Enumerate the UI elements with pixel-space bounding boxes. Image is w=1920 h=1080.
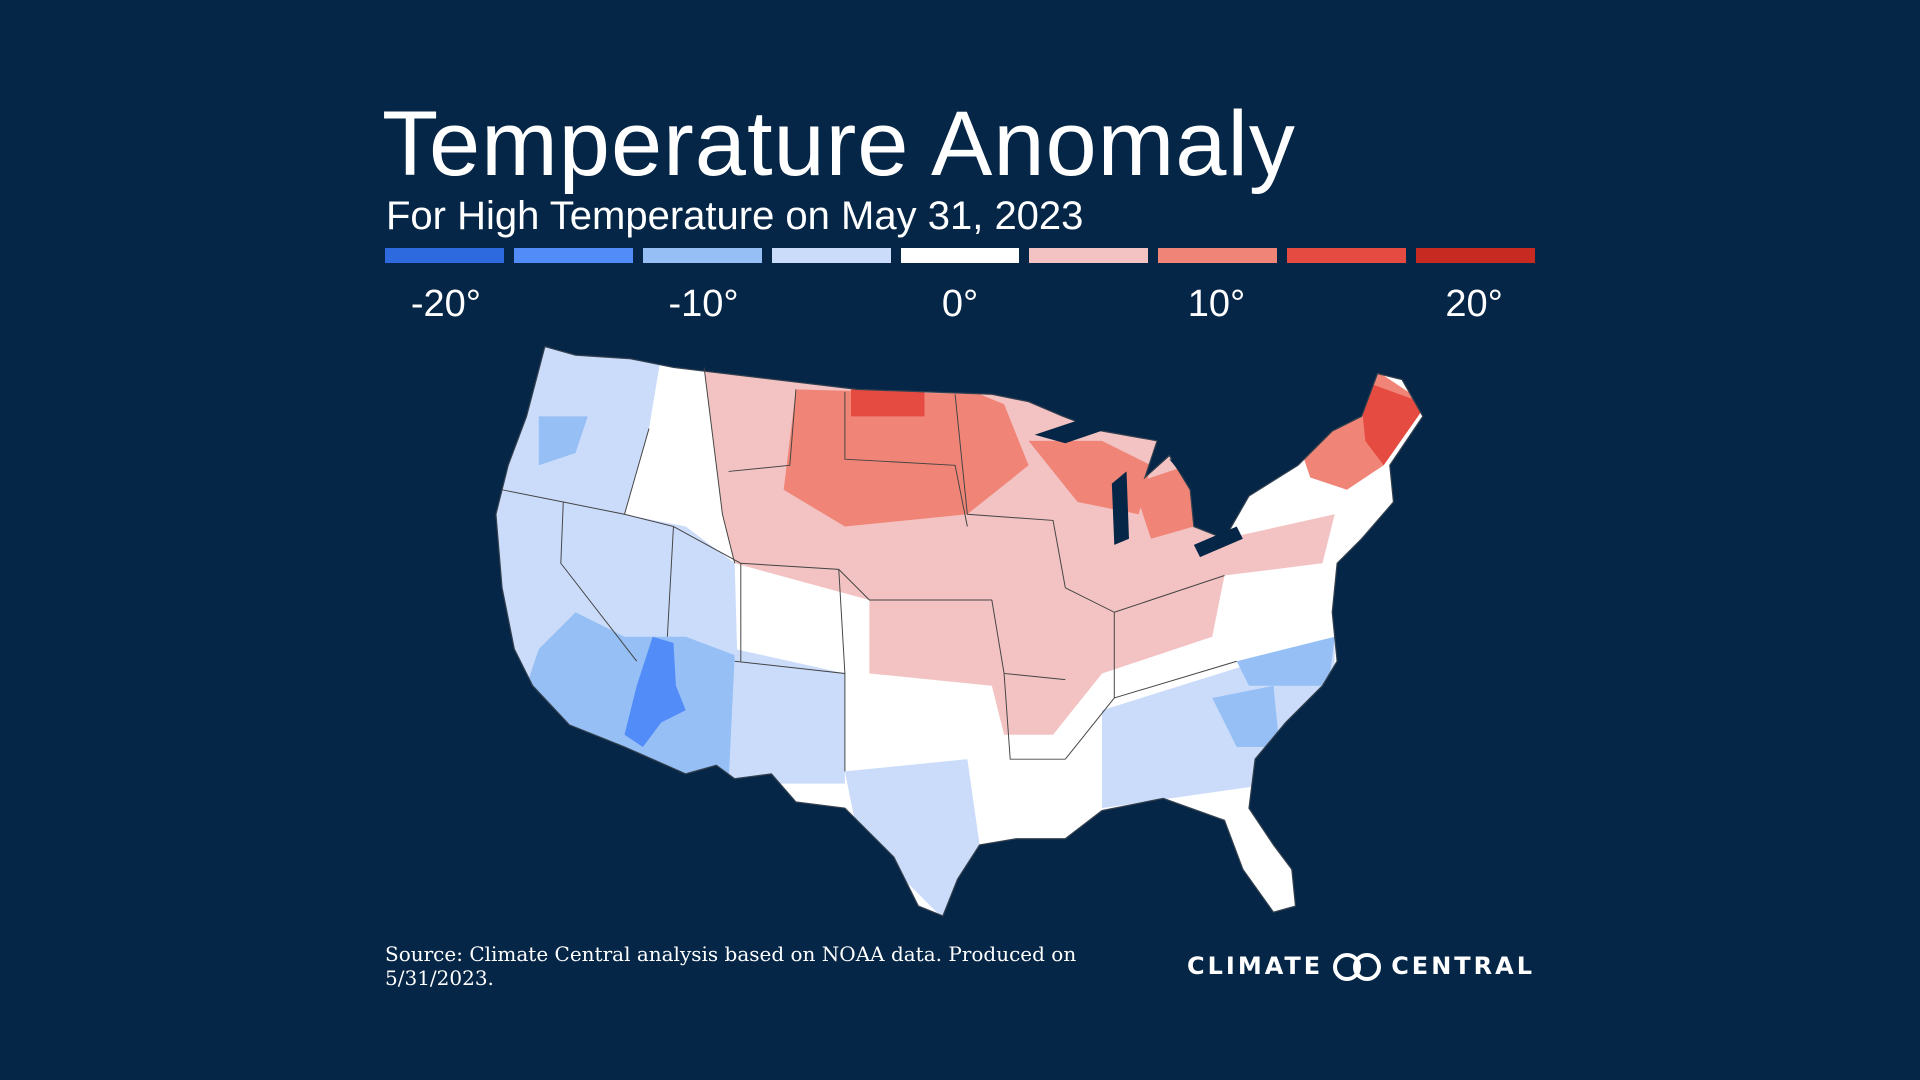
region-north-dakota-hot (851, 389, 925, 417)
region-michigan (1132, 465, 1194, 539)
legend-swatch (1287, 248, 1407, 263)
region-maine (1359, 379, 1423, 466)
region-texas (844, 759, 980, 916)
logo-rings-icon (1333, 953, 1382, 981)
logo-text-left: CLIMATE (1186, 952, 1324, 980)
legend-swatch (385, 248, 504, 263)
region-southwest-blue (526, 612, 735, 784)
region-north-carolina (1236, 636, 1335, 686)
legend-swatch (1029, 248, 1149, 263)
source-note: Source: Climate Central analysis based o… (385, 942, 1077, 990)
logo-text-right: CENTRAL (1391, 952, 1535, 980)
legend-swatch (1158, 248, 1278, 263)
page-title: Temperature Anomaly (382, 93, 1296, 195)
legend-swatch (900, 248, 1020, 263)
footer: Source: Climate Central analysis based o… (385, 942, 1535, 990)
legend-swatch (513, 248, 633, 263)
legend-label: 0° (941, 283, 979, 325)
legend-swatch (1416, 248, 1536, 263)
climate-central-logo: CLIMATE CENTRAL (1186, 952, 1535, 981)
region-new-mexico (734, 648, 845, 784)
legend-label: 10° (1187, 283, 1246, 325)
legend-label: -20° (410, 283, 481, 325)
legend-label: 20° (1445, 283, 1503, 325)
region-arizona-deep-blue (624, 636, 686, 747)
legend-swatch (771, 248, 891, 263)
legend-label: -10° (668, 283, 739, 325)
region-oregon-blue (538, 416, 588, 466)
legend-swatch (642, 248, 762, 263)
color-legend: -20° -10° 0° 10° 20° (385, 248, 1536, 325)
page-subtitle: For High Temperature on May 31, 2023 (386, 194, 1084, 238)
state-borders (501, 367, 1237, 772)
great-lakes (1034, 416, 1243, 558)
